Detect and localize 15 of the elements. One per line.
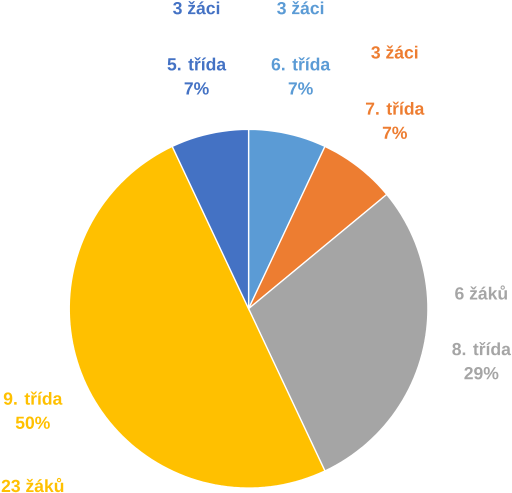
data-label: 7% bbox=[288, 82, 313, 94]
slice-label: 7. třída bbox=[366, 101, 424, 115]
data-label: 50% bbox=[16, 416, 50, 429]
data-label: 7% bbox=[184, 82, 209, 94]
slice-label: 9. třída bbox=[4, 391, 62, 405]
text: 23 žáků bbox=[2, 478, 64, 492]
text: 3 žáci bbox=[173, 0, 220, 14]
slice-label: 8. třída bbox=[452, 342, 512, 356]
data-label: 7% bbox=[382, 126, 407, 139]
text: 6 žáků bbox=[455, 285, 507, 300]
data-label: 29% bbox=[464, 366, 498, 380]
text: 3 žáci bbox=[371, 45, 418, 59]
slice-label: 5. třída bbox=[168, 57, 226, 70]
slice-label: 6. třída bbox=[272, 57, 330, 70]
text: 3 žáci bbox=[277, 0, 324, 14]
